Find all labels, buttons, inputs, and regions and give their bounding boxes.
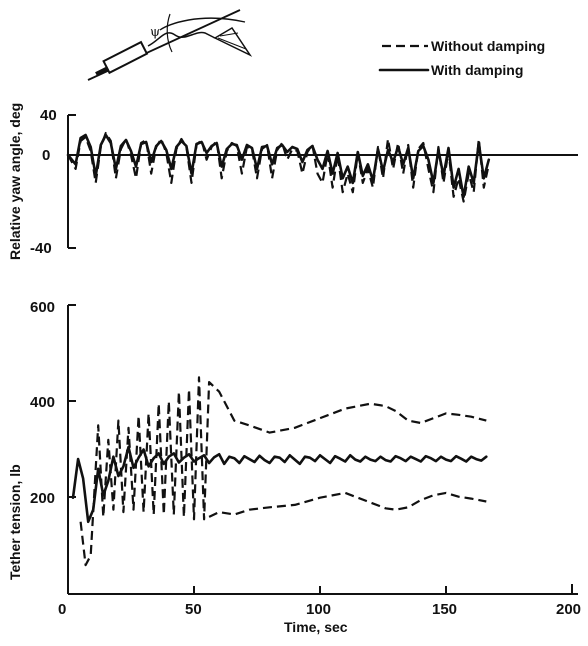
tension-tick-label-200: 200: [30, 490, 55, 507]
tension-panel: 600 400 200 0 50 100 150 200 Time, sec T…: [7, 299, 581, 635]
tension-y-axis-label: Tether tension, lb: [7, 464, 23, 580]
psi-symbol: ψ: [150, 25, 160, 40]
tension-tick-label-600: 600: [30, 299, 55, 316]
yaw-tick-label-top: 40: [40, 107, 57, 124]
tension-series-without-damping-lower: [209, 493, 486, 517]
yaw-series-with-damping: [68, 135, 489, 197]
tension-series-without-damping: [81, 377, 487, 565]
legend-label-with-damping: With damping: [431, 62, 523, 78]
yaw-series-without-damping: [68, 133, 489, 202]
legend-label-without-damping: Without damping: [431, 38, 545, 54]
tension-tick-label-400: 400: [30, 394, 55, 411]
yaw-y-axis-label: Relative yaw angle, deg: [7, 103, 23, 260]
x-axis-label: Time, sec: [284, 619, 348, 635]
inset-drogue-sketch: ψ: [88, 10, 250, 80]
x-tick-label-50: 50: [185, 601, 202, 618]
x-tick-label-100: 100: [306, 601, 331, 618]
yaw-tick-label-zero: 0: [42, 147, 50, 164]
yaw-panel: 40 0 -40 Relative yaw angle, deg: [7, 103, 578, 260]
x-tick-label-0: 0: [58, 601, 66, 618]
x-tick-label-200: 200: [556, 601, 581, 618]
legend: Without damping With damping: [380, 38, 545, 78]
yaw-tick-label-bottom: -40: [30, 240, 52, 257]
tension-series-with-damping: [73, 447, 486, 522]
x-tick-label-150: 150: [432, 601, 457, 618]
